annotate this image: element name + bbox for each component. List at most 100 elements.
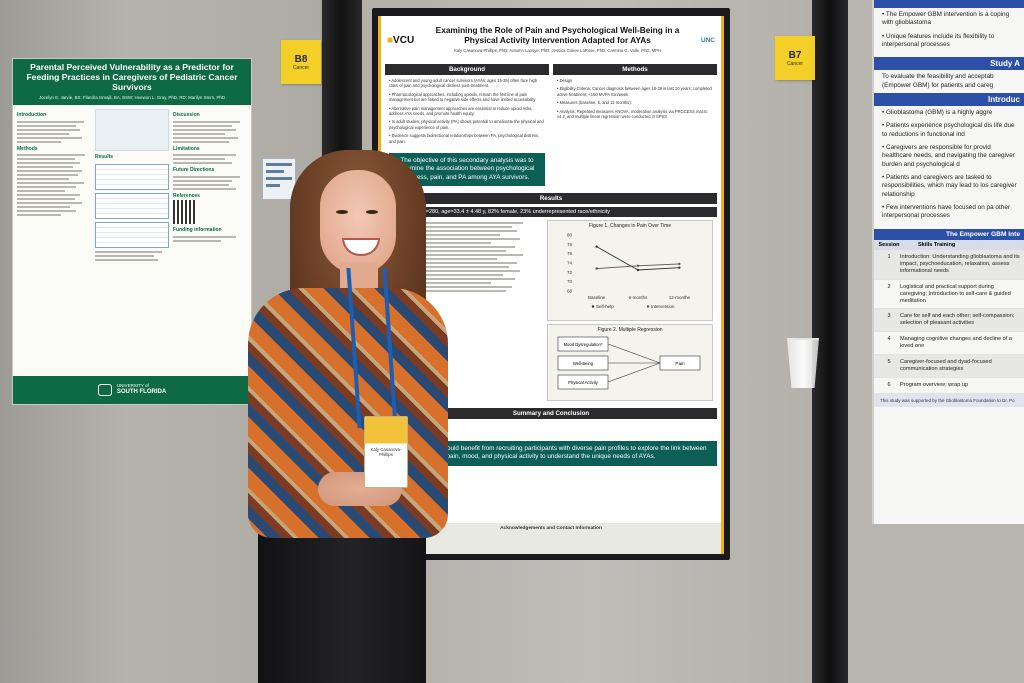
section-heading: Background xyxy=(385,64,549,75)
methods-bullet: • Measures (baseline, 6, and 12 months): xyxy=(557,100,632,106)
section-heading: Results xyxy=(95,154,114,160)
y-tick-label: 80 xyxy=(567,232,573,237)
session-number: 6 xyxy=(887,382,891,389)
data-point xyxy=(678,266,681,269)
data-point xyxy=(595,267,598,270)
pain-line-chart: 80 78 76 74 72 70 68 Baseline 6-months 12-months S… xyxy=(567,232,691,309)
section-heading: Discussion xyxy=(173,112,200,118)
university-logo: UNIVERSITY of SOUTH FLORIDA xyxy=(116,383,167,396)
session-description: Program overview; wrap up xyxy=(900,382,969,389)
session-number: 3 xyxy=(887,313,891,320)
aims-text: To evaluate the feasibility and acceptab… xyxy=(882,73,994,89)
data-point xyxy=(636,264,640,267)
top-bullet: • The Empower GBM intervention is a copi… xyxy=(882,11,1010,27)
background-text: • Adolescent and young adult cancer surv… xyxy=(385,75,549,150)
methods-text: • Design • Eligibility Criteria: Cancer d… xyxy=(553,75,717,125)
top-bullets: • The Empower GBM intervention is a copi… xyxy=(874,8,1024,57)
aims-heading: Study A xyxy=(874,57,1024,71)
y-tick-label: 72 xyxy=(567,270,573,275)
illustration-image xyxy=(95,109,169,151)
main-poster-title: Examining the Role of Pain and Psycholog… xyxy=(435,25,680,46)
results-text-column xyxy=(385,217,539,404)
table-header-skills: Skills Training xyxy=(918,241,956,248)
session-row: 6 Program overview; wrap up xyxy=(874,378,1024,395)
background-bullet: • Pharmacological approaches, including … xyxy=(389,91,537,103)
conclusion-box: Future research would benefit from recru… xyxy=(385,440,717,466)
arrow xyxy=(607,343,661,364)
handout-card xyxy=(262,158,296,200)
intro-bullet: • Glioblastoma (GBM) is a highly aggre xyxy=(882,108,993,116)
x-tick-label: Baseline xyxy=(588,295,606,300)
session-number: 4 xyxy=(887,336,891,343)
header-bar xyxy=(874,0,1024,8)
session-row: 2 Logistical and practical support during… xyxy=(874,280,1024,310)
background-column: Background • Adolescent and young adult … xyxy=(385,64,549,189)
session-row: 5 Caregiver-focused and dyad-focused comm… xyxy=(874,355,1024,379)
results-table xyxy=(95,192,169,219)
chart-title: Figure 1. Changes in Pain Over Time xyxy=(588,222,672,229)
session-description: Care for self and each other; self-compa… xyxy=(900,313,1015,327)
node-mood: Mood Dysregulation* xyxy=(564,342,603,347)
results-table xyxy=(95,221,169,248)
left-poster-footer: UNIVERSITY of SOUTH FLORIDA xyxy=(13,376,251,404)
background-bullet: • Alternative pain management approaches… xyxy=(389,105,533,116)
right-poster-footer: This study was supported by the Glioblas… xyxy=(874,394,1024,408)
regression-diagram: Mood Dysregulation* Well-Being Physical … xyxy=(557,336,701,390)
sessions-table: 1 Introduction: Understanding glioblastom… xyxy=(874,249,1024,395)
section-heading: Funding information xyxy=(173,227,222,233)
session-description: Introduction: Understanding glioblastoma… xyxy=(900,253,1020,274)
data-point xyxy=(636,268,640,272)
left-poster-authors: Jocelyn E. Jarvie, BS; Flandra Ismajli, … xyxy=(38,94,225,100)
methods-bullet: • Design xyxy=(557,78,573,83)
intro-heading: Introduc xyxy=(874,92,1024,106)
section-heading: Summary and Conclusion xyxy=(385,407,717,419)
y-tick-label: 74 xyxy=(567,260,573,265)
legend-marker xyxy=(591,305,595,308)
section-heading: References xyxy=(173,192,200,199)
session-row: 4 Managing cognitive changes and decline … xyxy=(874,332,1024,356)
right-poster: • The Empower GBM intervention is a copi… xyxy=(872,0,1024,524)
bull-logo-icon xyxy=(97,384,112,396)
session-number: 2 xyxy=(887,283,891,290)
booth-sign-b7: B7 Cancer xyxy=(775,36,815,80)
section-heading: Results xyxy=(385,192,717,204)
left-poster-title: Parental Perceived Vulnerability as a Pr… xyxy=(26,62,238,92)
plastic-cup xyxy=(787,338,819,388)
intro-bullet: • Caregivers are responsible for provid … xyxy=(882,143,1015,168)
methods-bullet: • Eligibility Criteria: Cancer diagnosis… xyxy=(557,86,712,97)
figure-2-diagram: Figure 2. Multiple Regression Mood Dysre… xyxy=(547,323,713,401)
divider-pole xyxy=(322,0,362,683)
vcu-logo: ■VCU xyxy=(387,34,415,46)
results-table xyxy=(95,163,169,190)
background-bullet: • Evidence suggests bidirectional relati… xyxy=(389,133,540,144)
data-point xyxy=(595,245,598,248)
x-tick-label: 12-months xyxy=(669,295,691,300)
intro-bullet: • Patients and caregivers are tasked to … xyxy=(882,173,1017,198)
legend-label: Intervention xyxy=(651,304,675,309)
arrow xyxy=(607,362,661,383)
session-description: Logistical and practical support during … xyxy=(900,283,1011,304)
session-number: 5 xyxy=(887,359,891,366)
y-tick-label: 78 xyxy=(567,242,573,247)
section-heading: Limitations xyxy=(173,145,200,152)
node-pain: Pain xyxy=(675,361,685,366)
x-tick-label: 6-months xyxy=(629,295,649,300)
section-heading: Future Directions xyxy=(173,167,215,173)
background-bullet: • In adult studies, physical activity (P… xyxy=(389,119,544,130)
booth-sign-b8: B8 Cancer xyxy=(281,40,321,84)
y-tick-label: 70 xyxy=(567,279,573,284)
node-wellbeing: Well-Being xyxy=(573,361,594,366)
session-row: 1 Introduction: Understanding glioblastom… xyxy=(874,249,1024,280)
table-header-session: Session xyxy=(878,241,900,248)
session-description: Managing cognitive changes and decline o… xyxy=(900,336,1012,350)
main-poster-footer: Acknowledgements and Contact Information xyxy=(381,523,721,554)
section-heading: Methods xyxy=(553,64,717,75)
participants-bar: Participants: N=280, age=33.4 ± 4.48 y, … xyxy=(385,206,717,217)
session-row: 3 Care for self and each other; self-comp… xyxy=(874,309,1024,333)
main-poster-header: ■VCU Examining the Role of Pain and Psyc… xyxy=(381,16,721,64)
left-poster-column: Introduction Methods xyxy=(17,109,91,374)
session-description: Caregiver-focused and dyad-focused commu… xyxy=(900,359,992,373)
session-number: 1 xyxy=(887,253,891,260)
legend-label: Self-help xyxy=(596,304,614,309)
